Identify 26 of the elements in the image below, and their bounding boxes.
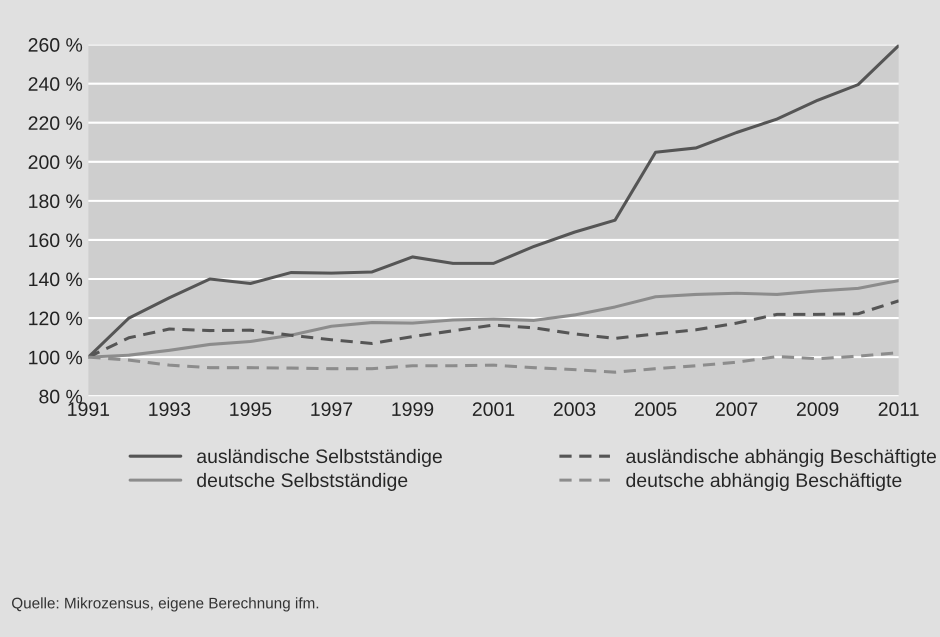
x-tick-label: 2005 [634, 402, 676, 416]
x-tick-label: 1995 [230, 402, 272, 416]
y-tick-label: 80 % [39, 390, 82, 404]
y-tick-label: 260 % [28, 38, 82, 52]
x-tick-label: 1993 [149, 402, 190, 416]
source-note: Quelle: Mikrozensus, eigene Berechnung ifm. [12, 597, 318, 612]
legend-label: ausländische Selbstständige [197, 448, 442, 467]
x-tick-label: 1999 [392, 402, 434, 416]
legend-label: deutsche abhängig Beschäftigte [626, 472, 902, 491]
y-tick-label: 100 % [29, 350, 82, 364]
x-tick-label: 2001 [472, 402, 514, 416]
x-tick-label: 1997 [311, 402, 352, 416]
x-tick-label: 1991 [68, 402, 110, 416]
y-tick-label: 140 % [29, 272, 82, 286]
legend-label: deutsche Selbstständige [197, 472, 408, 491]
legend-label: ausländische abhängig Beschäftigte [626, 448, 936, 467]
y-tick-label: 240 % [28, 77, 82, 91]
x-tick-label: 2003 [554, 402, 596, 416]
y-tick-label: 220 % [28, 116, 82, 130]
x-tick-label: 2009 [796, 402, 838, 416]
y-tick-label: 160 % [29, 233, 82, 248]
y-tick-label: 200 % [28, 155, 82, 170]
y-tick-label: 180 % [29, 194, 82, 208]
y-tick-label: 120 % [29, 312, 82, 326]
x-tick-label: 2007 [716, 402, 758, 416]
x-tick-label: 2011 [878, 402, 919, 416]
